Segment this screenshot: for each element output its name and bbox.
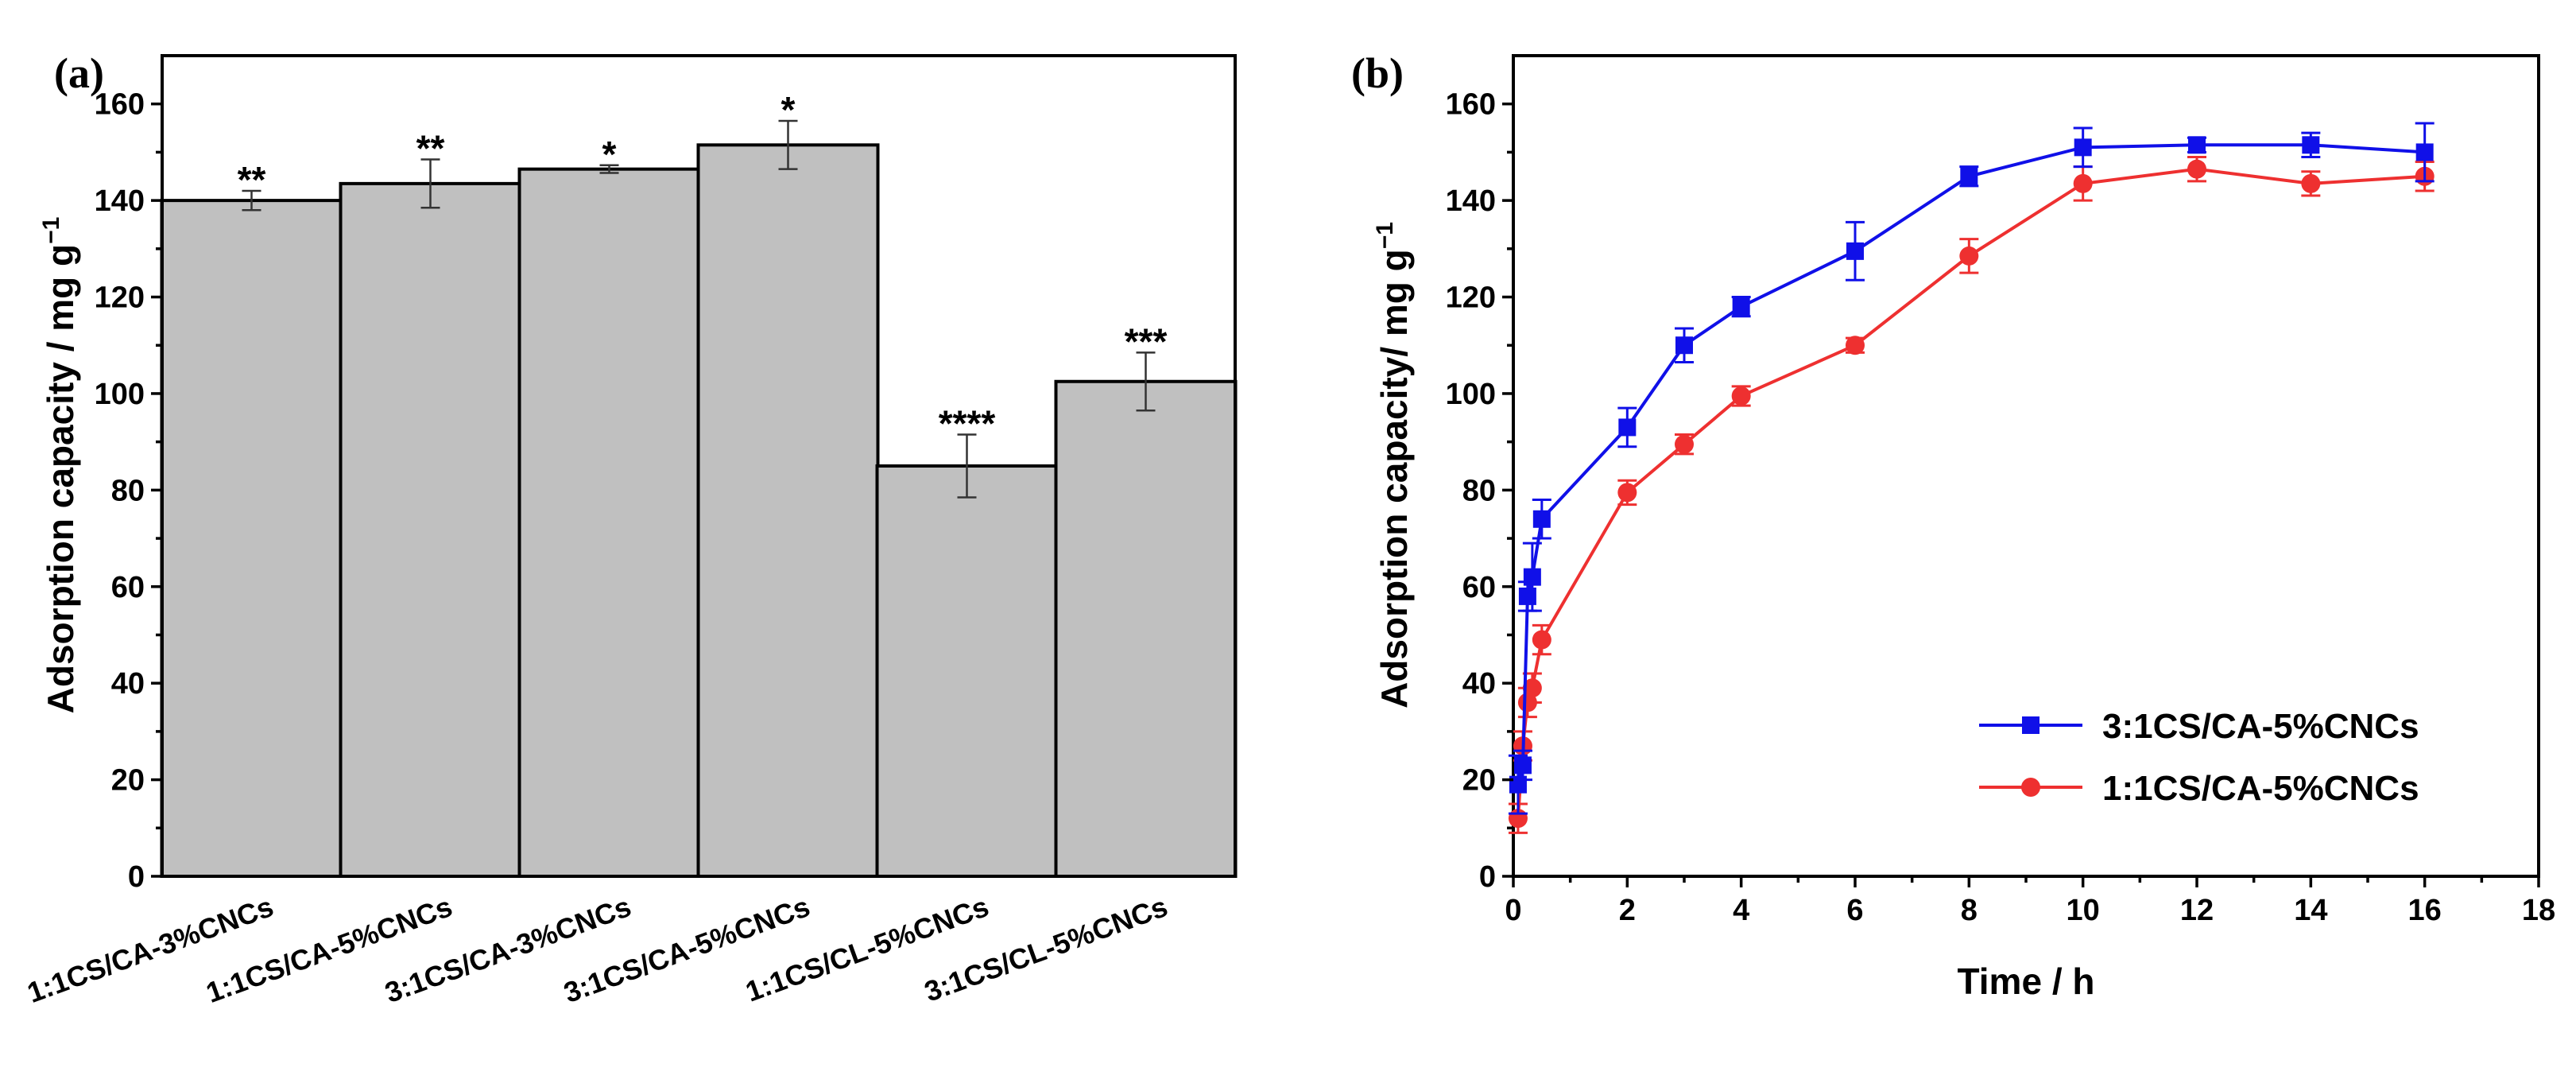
x-tick-label-2: 2 — [1619, 894, 1636, 927]
bar-3 — [517, 167, 701, 879]
bar-4 — [696, 143, 880, 878]
y-tick-label-20: 20 — [1462, 764, 1496, 798]
y-tick-label-0: 0 — [1479, 860, 1496, 894]
error-bar-1 — [242, 189, 261, 212]
panel-b-x-axis-title: Time / h — [1958, 961, 2095, 1002]
series-1-point — [1846, 242, 1864, 260]
series-1-line — [1517, 143, 2425, 786]
series-1-point — [1618, 418, 1637, 437]
series-2-point — [2187, 159, 2206, 179]
significance-label-2: ** — [416, 128, 445, 169]
series-1-point — [1732, 297, 1750, 316]
error-bar-6 — [1136, 351, 1156, 412]
error-bar-4 — [778, 119, 798, 170]
panel-a-label: (a) — [54, 49, 104, 97]
legend-label-2: 1:1CS/CA-5%CNCs — [2102, 769, 2419, 808]
x-tick-label-4: 4 — [1733, 894, 1749, 927]
y-tick-label-120: 120 — [95, 281, 145, 315]
series-1-point — [2188, 136, 2206, 154]
series-2-point — [2073, 173, 2093, 193]
y-tick-label-120: 120 — [1446, 281, 1496, 315]
panel-a-y-axis-title-text: Adsorption capacity / mg g — [40, 244, 81, 713]
error-bar-5 — [957, 433, 977, 499]
panel-b-line-chart: (b) 0 20 40 60 80 100 120 140 160 0 2 4 6 8 10 12 14 16 1… — [1351, 49, 2555, 1002]
y-tick-label-100: 100 — [95, 378, 145, 411]
y-tick-label-40: 40 — [111, 667, 145, 701]
y-tick-label-80: 80 — [111, 474, 145, 507]
series-2-point — [1522, 678, 1542, 698]
significance-label-5: **** — [939, 403, 996, 445]
significance-label-3: * — [602, 134, 617, 175]
panel-a-bar-chart: (a) **** ********* 020406080100120140160 … — [23, 49, 1238, 1009]
legend-marker-2 — [2021, 778, 2040, 797]
y-tick-label-40: 40 — [1462, 667, 1496, 701]
bar-6 — [1054, 379, 1238, 878]
y-tick-label-60: 60 — [1462, 571, 1496, 604]
series-1-point — [1523, 568, 1541, 586]
x-tick-label-0: 0 — [1505, 894, 1521, 927]
series-2-point — [1846, 336, 1865, 355]
series-1-point — [1513, 756, 1532, 774]
panel-b-y-axis-title-superscript: −1 — [1372, 222, 1398, 249]
series-1-point — [1518, 587, 1536, 605]
x-tick-label-18: 18 — [2522, 894, 2555, 927]
x-tick-label-12: 12 — [2180, 894, 2214, 927]
series-1 — [1508, 122, 2435, 815]
series-1-point — [2074, 138, 2092, 157]
significance-label-1: ** — [238, 159, 266, 200]
significance-label-6: *** — [1125, 320, 1168, 362]
bar-2 — [339, 181, 522, 878]
series-2-point — [1675, 434, 1694, 454]
x-tick-label-14: 14 — [2294, 894, 2327, 927]
x-tick-label-6: 6 — [1846, 894, 1863, 927]
y-tick-label-80: 80 — [1462, 474, 1496, 507]
legend-label-1: 3:1CS/CA-5%CNCs — [2102, 707, 2419, 746]
series-2-point — [1532, 630, 1551, 650]
significance-label-4: * — [781, 89, 796, 130]
bar-1 — [160, 199, 343, 878]
error-bar-2 — [420, 158, 440, 209]
series-2-point — [1959, 246, 1979, 266]
bar-5 — [875, 464, 1059, 878]
y-tick-label-140: 140 — [95, 184, 145, 218]
panel-b-y-axis-title-text: Adsorption capacity/ mg g — [1373, 249, 1415, 708]
panel-b-label: (b) — [1351, 49, 1404, 97]
y-tick-label-140: 140 — [1446, 184, 1496, 218]
panel-a-y-axis-title-superscript: −1 — [38, 217, 64, 244]
series-1-point — [1675, 336, 1693, 355]
legend-marker-1 — [2022, 716, 2039, 734]
y-tick-label-160: 160 — [95, 88, 145, 122]
y-tick-label-0: 0 — [128, 860, 145, 894]
series-1-point — [1532, 510, 1551, 528]
panel-b-y-axis-title: Adsorption capacity/ mg g−1 — [1372, 222, 1415, 708]
series-1-point — [1960, 167, 1978, 185]
series-1-point — [2415, 143, 2434, 161]
y-tick-label-100: 100 — [1446, 378, 1496, 411]
panel-b-legend: 3:1CS/CA-5%CNCs 1:1CS/CA-5%CNCs — [1979, 707, 2419, 808]
series-2-point — [1731, 386, 1751, 406]
series-2-point — [1617, 483, 1637, 503]
x-tick-label-8: 8 — [1961, 894, 1978, 927]
x-tick-label-16: 16 — [2408, 894, 2442, 927]
y-tick-label-160: 160 — [1446, 88, 1496, 122]
series-2-point — [2301, 173, 2321, 193]
error-bar-3 — [599, 164, 619, 174]
panel-a-y-axis-title: Adsorption capacity / mg g−1 — [38, 217, 81, 714]
x-tick-label-10: 10 — [2067, 894, 2100, 927]
panel-a-plot-frame — [161, 54, 1237, 878]
y-tick-label-60: 60 — [111, 571, 145, 604]
series-1-point — [2302, 136, 2320, 154]
y-tick-label-20: 20 — [111, 764, 145, 798]
